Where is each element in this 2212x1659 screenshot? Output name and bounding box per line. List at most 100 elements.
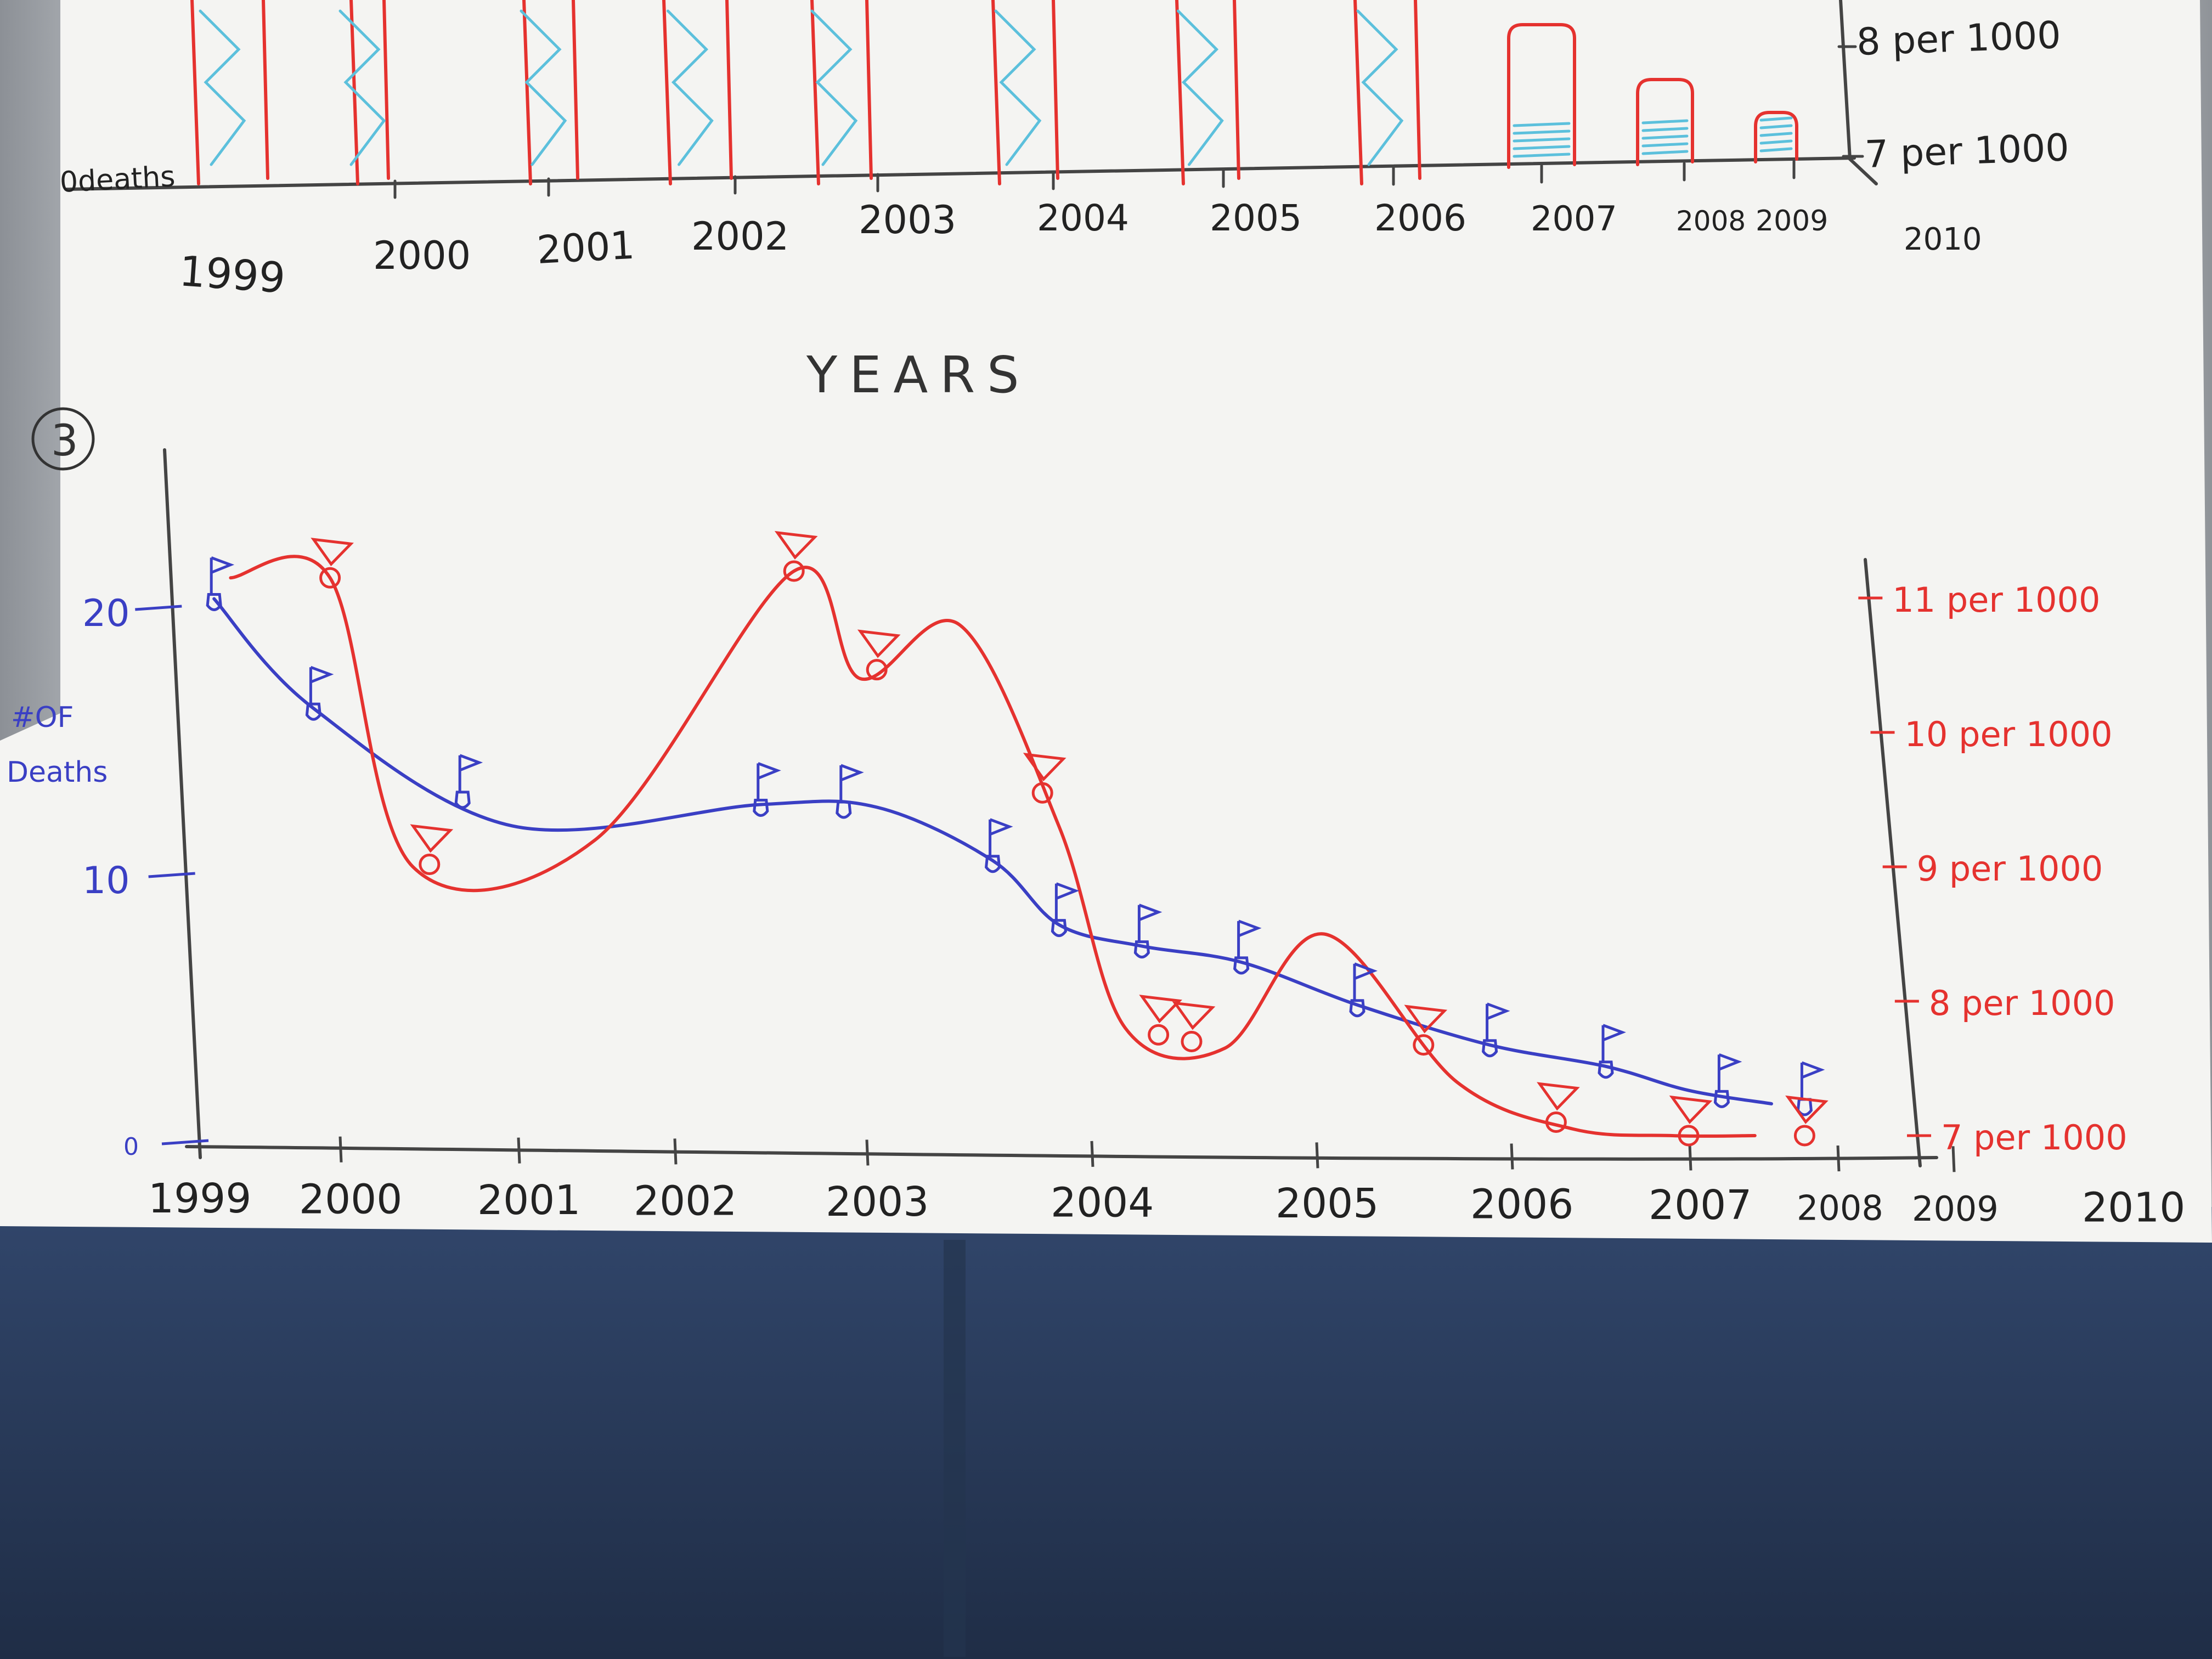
top-tall-bar-right-3 — [725, 0, 733, 180]
top-right-label-8: 8 per 1000 — [1856, 14, 2062, 64]
left-axis-label-line1: #OF — [11, 701, 74, 734]
left-y-axis — [163, 448, 202, 1159]
top-small-bar-fill-2008-1 — [1641, 142, 1689, 148]
figure-number: 3 — [51, 416, 78, 466]
top-small-bar-2008 — [1636, 78, 1694, 166]
top-tall-bar-left-0 — [190, 0, 200, 185]
figure-labels: YEARS 3 #OF Deaths — [7, 346, 1019, 789]
top-small-bar-2009 — [1754, 111, 1798, 163]
right-tick-label-4: 7 per 1000 — [1941, 1118, 2128, 1158]
right-tick-label-1: 10 per 1000 — [1905, 714, 2113, 754]
top-xtick-2009: 2009 — [1756, 205, 1828, 238]
left-tick-mark-10 — [148, 872, 195, 878]
top-tall-bar-right-4 — [865, 0, 873, 180]
top-small-bar-fill-2007-2 — [1513, 137, 1571, 143]
right-tick-label-0: 11 per 1000 — [1892, 580, 2100, 620]
top-xtick-2003: 2003 — [859, 198, 956, 242]
x-tick-mark-2005 — [1315, 1142, 1319, 1169]
bow-marker-10 — [1785, 1095, 1829, 1147]
x-tick-mark-2000 — [338, 1136, 343, 1163]
right-y-axis — [1864, 558, 1922, 1167]
flag-marker-6 — [1051, 882, 1080, 938]
top-tall-bar-right-7 — [1414, 0, 1421, 180]
x-tick-label-2004: 2004 — [1051, 1180, 1154, 1227]
left-tick-label-10: 10 — [82, 859, 130, 902]
bow-marker-5 — [1139, 995, 1182, 1046]
flag-marker-12 — [1713, 1053, 1742, 1108]
x-tick-label-2008: 2008 — [1797, 1188, 1883, 1228]
top-small-bar-fill-2008-4 — [1641, 119, 1689, 125]
flag-marker-0 — [206, 556, 235, 611]
flag-marker-8 — [1233, 919, 1262, 975]
top-tall-bar-left-3 — [662, 0, 672, 185]
bow-marker-9 — [1669, 1095, 1713, 1147]
top-tall-bar-fill-6 — [1177, 9, 1224, 166]
right-axis-ticks: 11 per 1000 10 per 1000 9 per 1000 8 per 10… — [1858, 580, 2128, 1158]
bow-marker-2 — [774, 531, 818, 582]
top-tall-bar-fill-1 — [338, 9, 386, 166]
left-axis-ticks: 20 10 0 — [82, 592, 209, 1161]
top-xtick-2005: 2005 — [1210, 197, 1302, 239]
x-tick-label-2003: 2003 — [826, 1178, 929, 1226]
top-tall-bar-left-6 — [1175, 0, 1185, 185]
top-tall-bar-fill-5 — [994, 9, 1042, 166]
top-small-bar-fill-2008-3 — [1641, 127, 1689, 132]
x-tick-label-2009: 2009 — [1912, 1189, 1999, 1229]
x-tick-label-2010: 2010 — [2082, 1184, 2185, 1232]
flag-marker-2 — [454, 754, 483, 809]
top-xtick-2001: 2001 — [536, 223, 636, 273]
top-chart-labels: 0deaths 8 per 1000 7 per 1000 1999 2000 … — [59, 14, 2070, 302]
flag-marker-4 — [836, 764, 864, 819]
jeans-seam — [944, 1240, 966, 1657]
x-tick-mark-2001 — [517, 1137, 521, 1164]
top-xtick-2010: 2010 — [1904, 222, 1982, 257]
bow-marker-8 — [1537, 1082, 1580, 1133]
x-tick-mark-2003 — [865, 1139, 870, 1166]
left-tick-mark-20 — [135, 605, 182, 611]
x-tick-mark-2008 — [1836, 1145, 1841, 1172]
top-small-bar-fill-2007-4 — [1513, 122, 1571, 127]
bow-marker-6 — [1172, 1001, 1216, 1052]
paper-sheet — [0, 0, 2212, 1243]
top-small-bar-2007 — [1507, 23, 1576, 169]
flag-marker-3 — [753, 762, 781, 817]
series-line-0 — [212, 597, 1773, 1105]
marker-layer — [206, 531, 1829, 1147]
top-tall-bar-fill-4 — [810, 9, 858, 166]
right-tick-label-2: 9 per 1000 — [1917, 849, 2103, 889]
x-tick-label-2002: 2002 — [634, 1178, 737, 1225]
top-tall-bar-right-5 — [1052, 0, 1059, 180]
top-tall-bar-fill-2 — [520, 9, 567, 166]
bow-marker-1 — [410, 824, 454, 876]
x-tick-mark-2002 — [673, 1138, 678, 1165]
top-xtick-2008: 2008 — [1676, 205, 1746, 237]
x-tick-mark-2006 — [1510, 1143, 1514, 1170]
flag-marker-11 — [1598, 1024, 1626, 1079]
top-xtick-2007: 2007 — [1531, 199, 1617, 239]
x-tick-label-2007: 2007 — [1649, 1182, 1752, 1229]
flag-marker-7 — [1133, 904, 1163, 959]
top-tall-bar-fill-3 — [667, 9, 714, 166]
top-xtick-1999: 1999 — [178, 246, 287, 302]
top-small-bar-fill-2009-0 — [1759, 147, 1793, 153]
top-small-bar-fill-2009-3 — [1759, 124, 1793, 129]
top-small-bar-fill-2007-0 — [1513, 153, 1571, 158]
x-tick-label-1999: 1999 — [148, 1175, 251, 1222]
top-chart-right-axis — [1839, 0, 1878, 185]
series-layer — [212, 555, 1773, 1138]
x-tick-mark-2007 — [1688, 1144, 1692, 1171]
bow-marker-7 — [1404, 1005, 1448, 1056]
top-small-bar-fill-2007-3 — [1513, 129, 1571, 135]
top-tall-bar-left-7 — [1353, 0, 1363, 185]
left-axis-label-line2: Deaths — [7, 756, 108, 789]
top-baseline-label: 0deaths — [59, 160, 176, 199]
x-tick-label-2005: 2005 — [1276, 1180, 1379, 1227]
flag-marker-1 — [305, 665, 334, 721]
figure-number-circle — [31, 407, 95, 471]
x-tick-mark-2009 — [1951, 1146, 1956, 1172]
top-tall-bar-left-4 — [810, 0, 820, 185]
top-tall-bar-right-0 — [262, 0, 269, 180]
top-right-label-7: 7 per 1000 — [1864, 126, 2070, 177]
top-small-bar-fill-2009-4 — [1759, 116, 1793, 122]
